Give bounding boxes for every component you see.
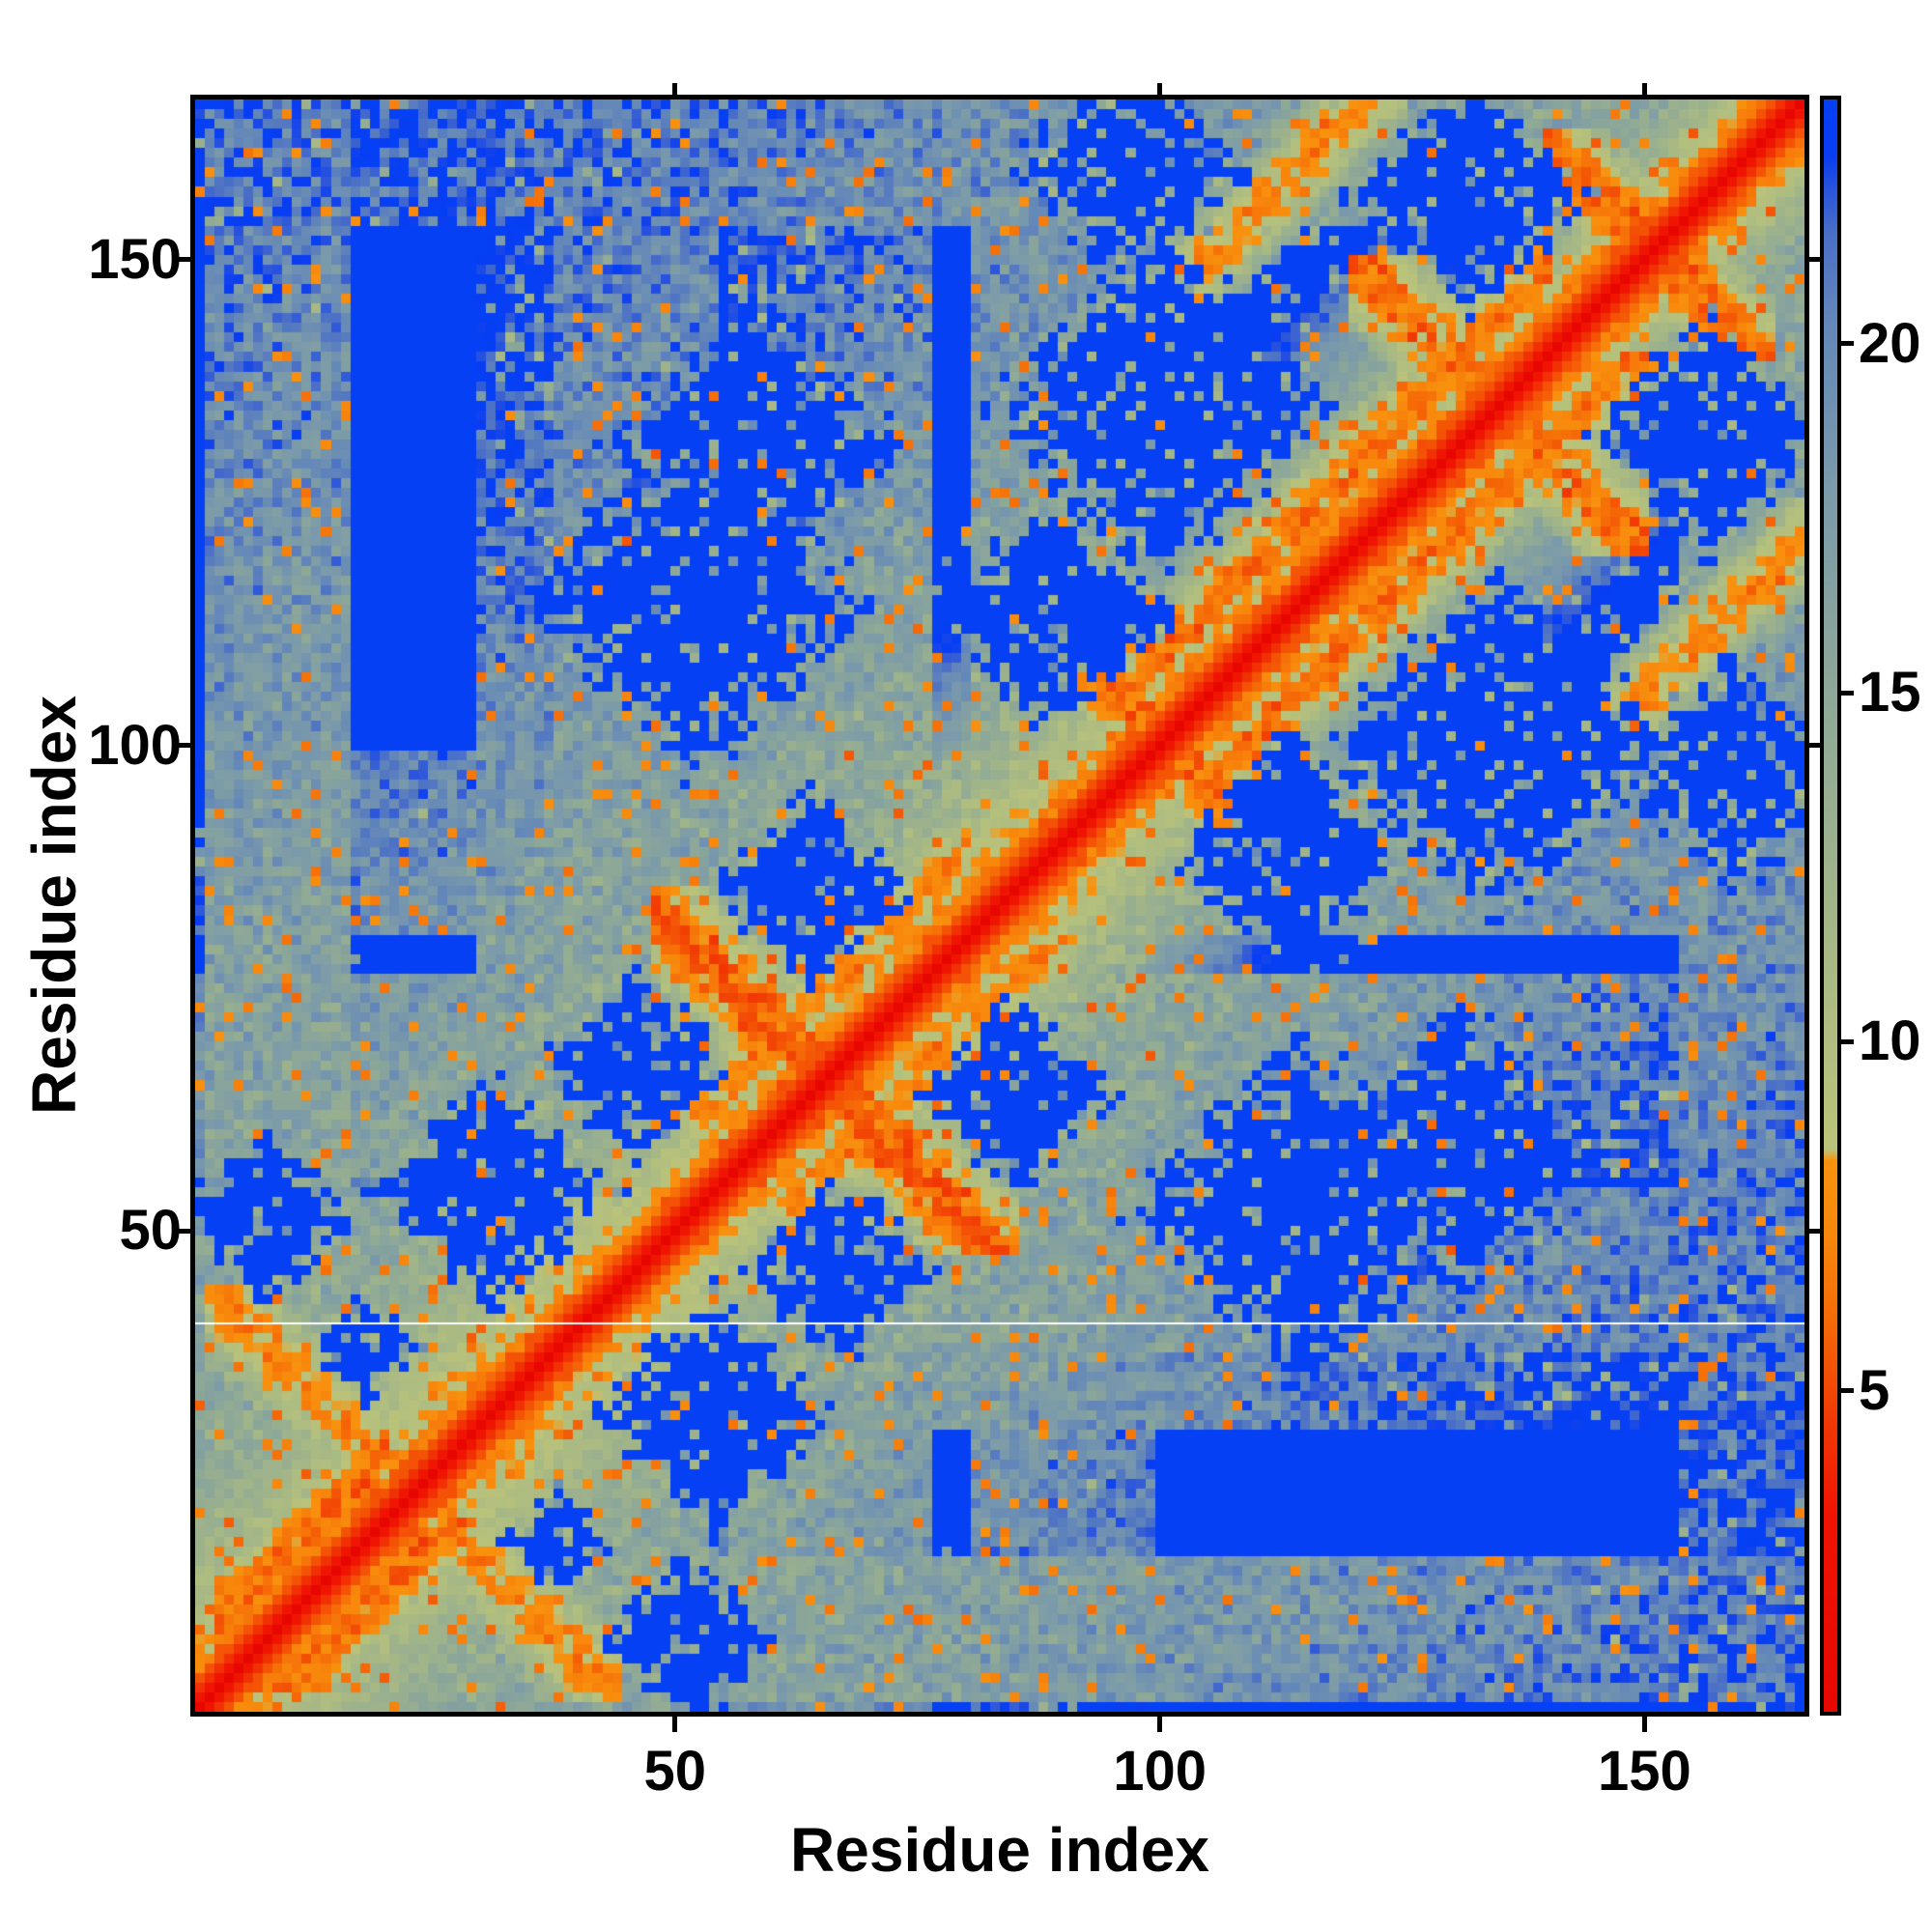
y-axis-title: Residue index — [19, 696, 89, 1115]
x-axis-tick — [672, 1717, 678, 1732]
colorbar-tick — [1841, 341, 1854, 347]
y-axis-tick-label: 150 — [88, 227, 182, 291]
y-axis-tick-right — [1809, 743, 1821, 749]
x-axis-tick-label: 100 — [1113, 1740, 1207, 1803]
colorbar-tick-label: 15 — [1859, 661, 1921, 724]
y-axis-tick-label: 100 — [88, 713, 182, 777]
x-axis-tick-label: 50 — [643, 1740, 707, 1803]
colorbar — [1820, 96, 1841, 1716]
y-axis-tick — [175, 1228, 190, 1234]
colorbar-tick-label: 10 — [1859, 1009, 1921, 1073]
x-axis-tick-top — [672, 83, 678, 95]
heatmap-canvas — [195, 99, 1804, 1712]
y-axis-tick-label: 50 — [119, 1199, 182, 1263]
colorbar-tick — [1841, 690, 1854, 696]
x-axis-tick-top — [1157, 83, 1163, 95]
colorbar-tick — [1841, 1388, 1854, 1394]
y-axis-tick-right — [1809, 257, 1821, 263]
x-axis-title: Residue index — [790, 1815, 1209, 1885]
colorbar-tick — [1841, 1038, 1854, 1044]
y-axis-tick — [175, 257, 190, 263]
heatmap-plot-frame — [190, 95, 1809, 1717]
colorbar-tick-label: 5 — [1859, 1358, 1890, 1422]
x-axis-tick-label: 150 — [1598, 1740, 1691, 1803]
y-axis-tick-right — [1809, 1228, 1821, 1234]
colorbar-gradient-canvas — [1824, 99, 1837, 1712]
colorbar-tick-label: 20 — [1859, 311, 1921, 375]
x-axis-tick — [1641, 1717, 1647, 1732]
x-axis-tick — [1157, 1717, 1163, 1732]
y-axis-tick — [175, 743, 190, 749]
x-axis-tick-top — [1641, 83, 1647, 95]
